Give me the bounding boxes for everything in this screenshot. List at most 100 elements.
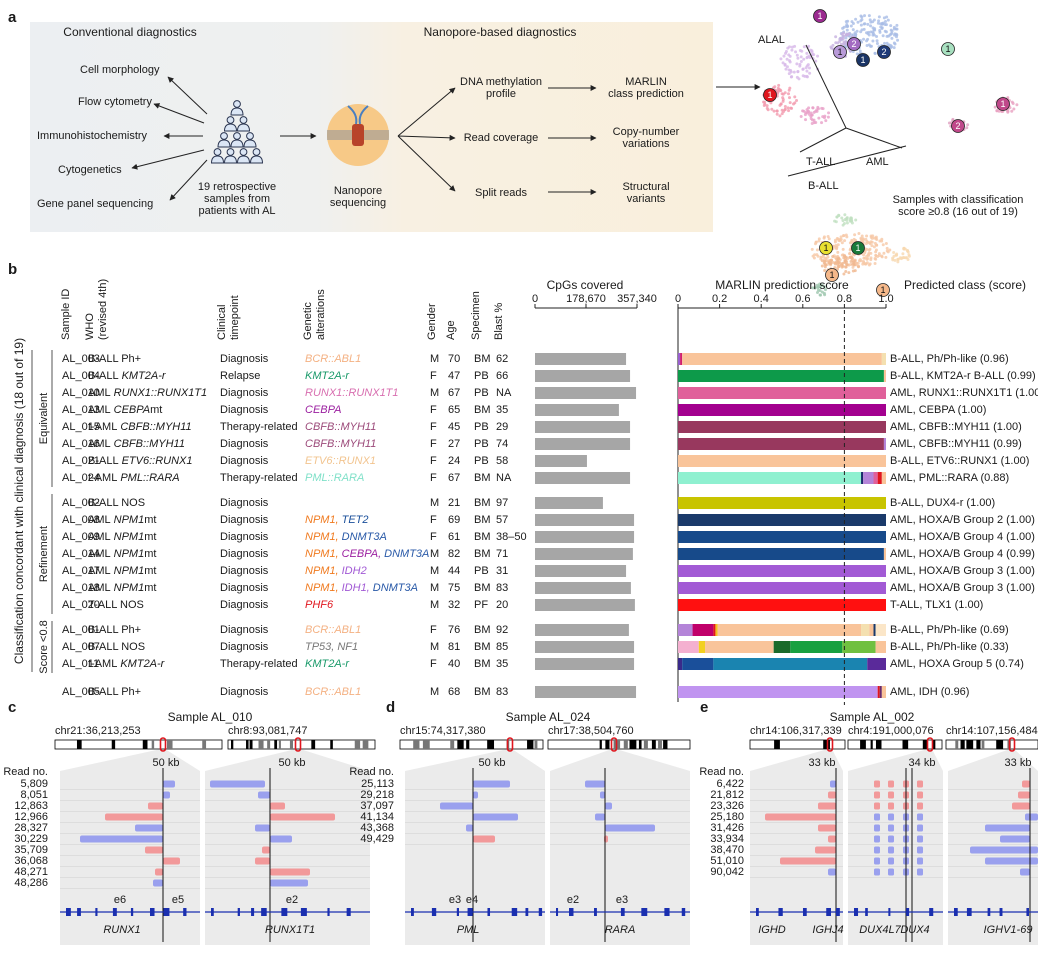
panel-letter: c [8,699,16,716]
score-segment [678,421,886,433]
read [874,835,880,843]
who-part: NPM1 [114,514,145,526]
genetic-alterations: KMT2A-r [305,370,350,382]
read-number: 33,934 [710,833,744,845]
genetic-alterations: BCR::ABL1 [305,624,361,636]
umap-point [810,122,814,126]
blast-percent: 57 [496,514,508,526]
exon [826,908,831,916]
x-tick-label: 0.8 [837,293,852,305]
blast-percent: 35 [496,404,508,416]
read-number: 90,042 [710,866,744,878]
read [874,846,880,854]
who-class: B-ALL Ph+ [88,686,141,698]
umap-point [795,62,799,66]
score-segment [877,686,880,698]
who-part: t-AML [88,472,117,484]
alteration: NF1 [337,641,358,653]
blast-percent: NA [496,387,512,399]
umap-point [840,253,844,257]
umap-point [894,35,898,39]
sample-id: AL_015 [62,421,100,433]
read [258,791,270,799]
umap-point [844,40,848,44]
umap-point [826,234,830,238]
who-part: B-ALL Ph+ [88,353,141,365]
read [440,802,473,810]
umap-point [877,15,881,19]
umap-point [775,109,779,113]
umap-point [863,251,867,255]
umap-point [860,15,864,19]
gender: F [430,514,437,526]
scale-label: 50 kb [479,757,506,769]
method-label: Immunohistochemistry [37,130,148,142]
chromosome-band [466,740,470,749]
who-part: NPM1 [114,548,145,560]
umap-point [763,102,767,106]
x-tick-label: 0.2 [712,293,727,305]
section-title: Nanopore-based diagnostics [424,25,577,39]
read [818,802,836,810]
who-part: NPM1 [114,565,145,577]
exon [538,908,543,916]
who-part: mt [144,531,156,543]
score-segment [678,387,886,399]
sample-marker [847,37,861,51]
who-class: AML NPM1mt [88,548,156,560]
predicted-class: B-ALL, Ph/Ph-like (0.33) [890,641,1009,653]
exon [327,908,330,916]
column-header: Predicted class (score) [904,278,1026,292]
umap-point [878,30,882,34]
umap-point [856,265,860,269]
umap-point [854,17,858,21]
umap-point [876,21,880,25]
read-number: 51,010 [710,855,744,867]
who-class: T-ALL NOS [88,599,144,611]
umap-point [829,261,833,265]
umap-point [845,216,849,220]
read-number: 6,422 [716,778,744,790]
chromosome-band [996,740,1004,749]
umap-point [852,237,856,241]
umap-point [865,43,869,47]
chromosome-band [860,740,866,749]
clinical-timepoint: Therapy-related [220,658,298,670]
locus-marker [826,737,834,752]
umap-point [877,252,881,256]
predicted-class: AML, HOXA/B Group 4 (1.00) [890,531,1035,543]
umap-point [846,19,850,23]
umap-point [797,77,801,81]
read [600,791,605,799]
read-number: 25,113 [361,778,394,790]
sample-marker [819,241,833,255]
samples-label: samples from [204,193,270,205]
umap-point [854,218,858,222]
gender: M [430,686,439,698]
umap-point [822,235,826,239]
score-segment [842,641,876,653]
umap-point [834,35,838,39]
chromosome-band [774,740,780,749]
who-class: t-AML CBFB::MYH11 [88,421,192,433]
umap-point [810,113,814,117]
x-tick-label: 0 [532,293,538,305]
alteration: TET2 [342,514,369,526]
chromosome-band [902,740,909,749]
umap-point [854,32,858,36]
umap-point [872,18,876,22]
read [262,846,270,854]
read [153,879,163,887]
umap-point [896,260,900,264]
umap-point [794,50,798,54]
read [888,835,894,843]
read [888,846,894,854]
exon [431,908,437,916]
who-part: t-AML [88,658,117,670]
chromosome-band [658,740,662,749]
umap-point [786,92,790,96]
clinical-timepoint: Diagnosis [220,599,269,611]
chromosome [847,739,943,750]
pore [352,124,364,146]
specimen: BM [474,404,491,416]
